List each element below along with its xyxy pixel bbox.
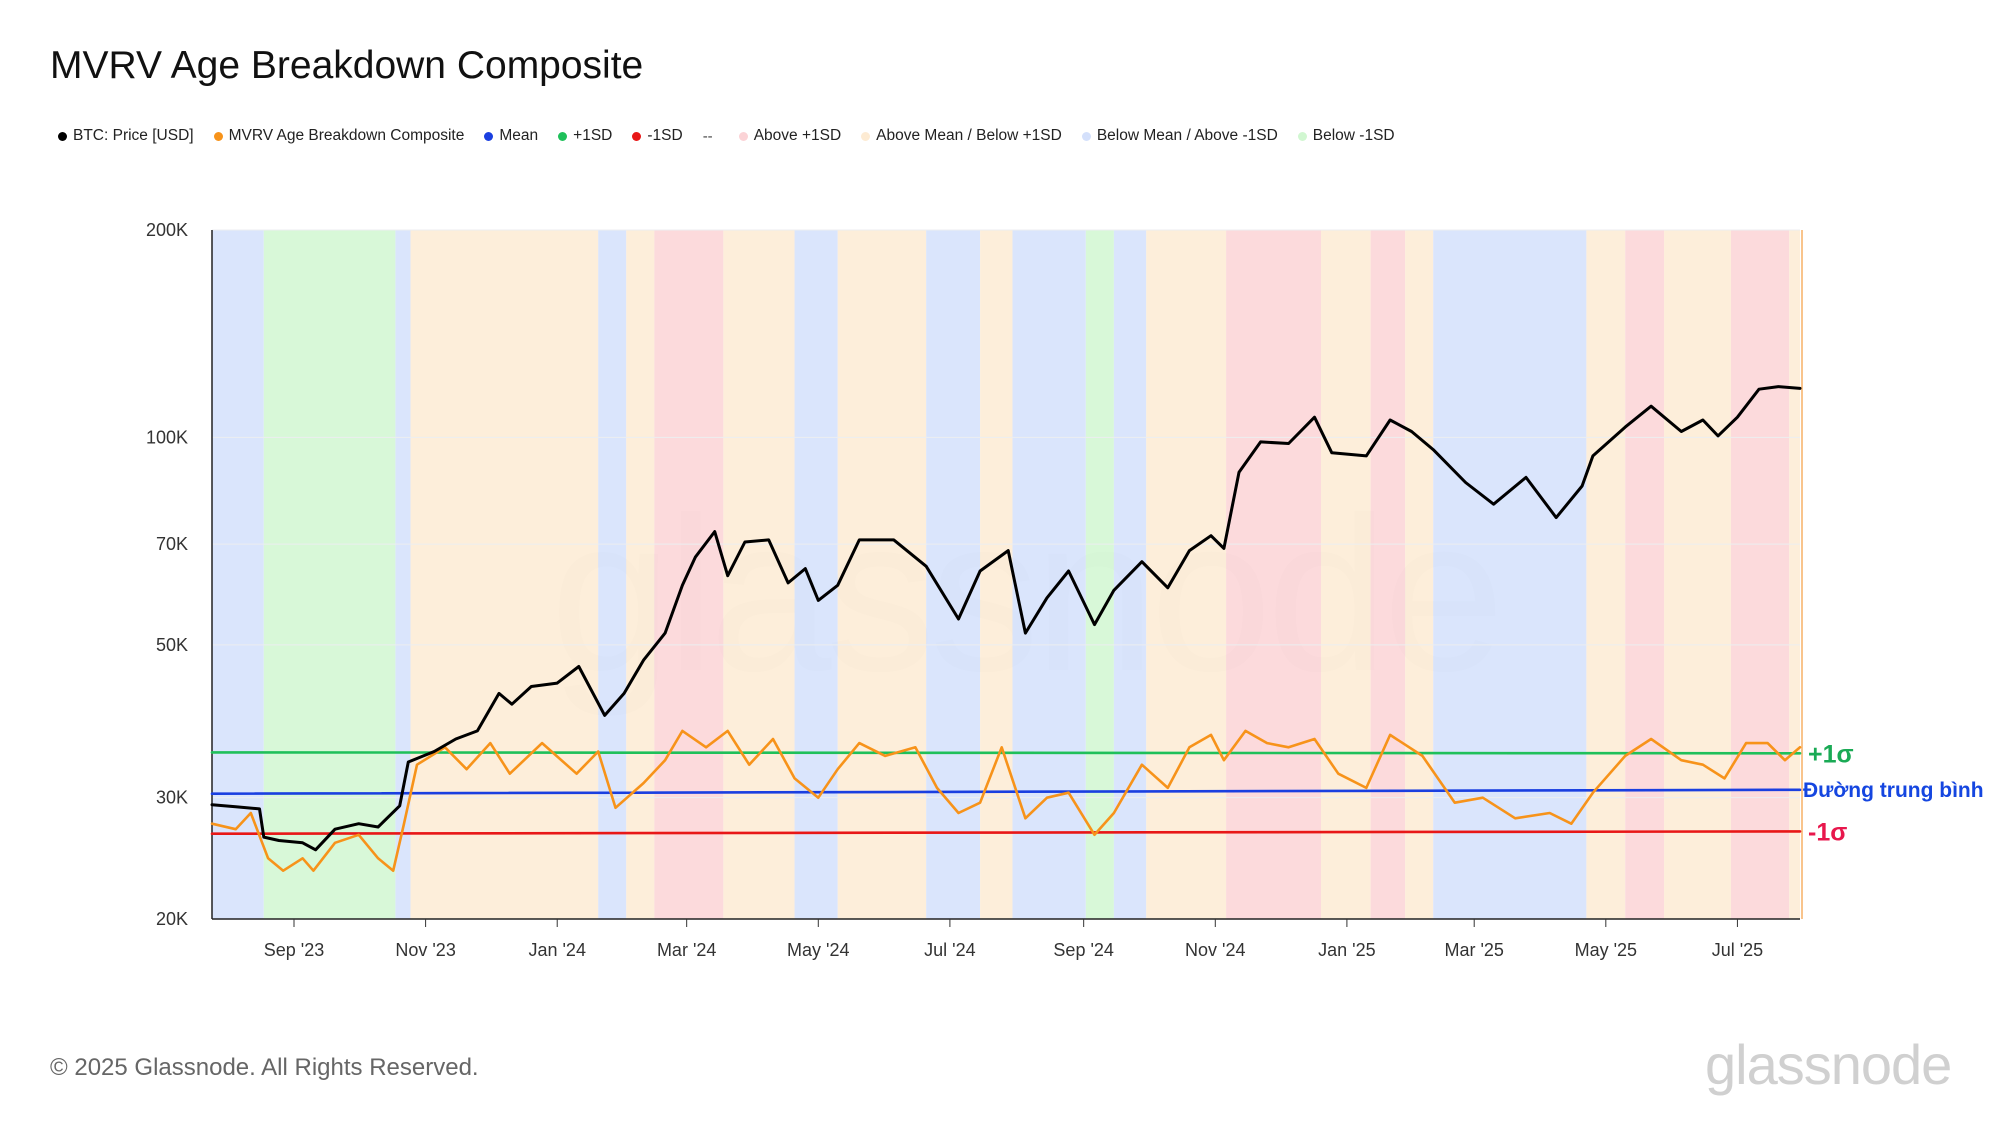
regime-band [1789, 230, 1800, 919]
legend-swatch [558, 131, 568, 141]
plus-sigma-label: +1σ [1808, 740, 1854, 768]
legend-item[interactable]: Above Mean / Below +1SD [861, 127, 1062, 145]
x-tick-label: Mar '25 [1444, 940, 1503, 960]
regime-band [1586, 230, 1626, 919]
brand-logo: glassnode [1705, 1033, 1952, 1096]
legend-swatch [1297, 131, 1307, 141]
legend-item[interactable]: +1SD [558, 127, 612, 145]
regime-band [410, 230, 599, 919]
legend-item[interactable]: Below Mean / Above -1SD [1081, 127, 1278, 145]
x-tick-label: Mar '24 [657, 940, 716, 960]
y-tick-label: 200K [146, 220, 188, 240]
y-tick-label: 20K [156, 909, 188, 929]
regime-band [794, 230, 838, 919]
legend-label: Below -1SD [1312, 127, 1395, 144]
legend-item[interactable]: Below -1SD [1297, 127, 1395, 145]
mean-label: Đường trung bình [1803, 779, 1984, 802]
legend-item[interactable]: MVRV Age Breakdown Composite [213, 127, 465, 145]
regime-band [263, 230, 396, 919]
legend-label: Above Mean / Below +1SD [876, 127, 1062, 144]
regime-band [626, 230, 655, 919]
legend-item[interactable]: Above +1SD [738, 127, 842, 145]
legend-item[interactable]: BTC: Price [USD] [58, 127, 194, 145]
y-tick-label: 70K [156, 534, 188, 554]
series-line--1sd [210, 751, 1802, 755]
legend-label: BTC: Price [USD] [73, 127, 194, 144]
legend-label: -1SD [647, 127, 683, 144]
x-tick-label: Jan '25 [1318, 940, 1375, 960]
legend-swatch [58, 131, 67, 141]
x-tick-label: Nov '23 [395, 940, 455, 960]
y-tick-label: 100K [146, 427, 188, 447]
x-tick-label: Nov '24 [1185, 940, 1245, 960]
regime-band [1405, 230, 1434, 919]
regime-band [980, 230, 1013, 919]
legend-item[interactable]: -1SD [632, 127, 683, 145]
regime-band [1664, 230, 1731, 919]
legend-item[interactable]: Mean [484, 127, 538, 145]
chart-legend: BTC: Price [USD] MVRV Age Breakdown Compo… [58, 127, 1415, 145]
regime-band [1433, 230, 1587, 919]
x-tick-label: Jul '25 [1712, 940, 1763, 960]
regime-band [1625, 230, 1665, 919]
legend-swatch [484, 131, 494, 141]
regime-band [1085, 230, 1114, 919]
series-line-btc-price-usd [210, 385, 1802, 852]
x-tick-label: Sep '23 [264, 940, 325, 960]
regime-band [212, 230, 264, 919]
legend-swatch [1081, 131, 1091, 141]
regime-band [1226, 230, 1322, 919]
legend-label: Above +1SD [753, 127, 842, 144]
chart-title: MVRV Age Breakdown Composite [50, 44, 644, 87]
series-line-mean [210, 788, 1802, 796]
regime-band [1146, 230, 1227, 919]
legend-label: Mean [499, 127, 539, 144]
series-line-mvrv-age-breakdown-composite [210, 729, 1802, 873]
legend-item[interactable]: -- [703, 128, 719, 145]
regime-band [837, 230, 927, 919]
regime-band [1730, 230, 1790, 919]
x-tick-label: Sep '24 [1053, 940, 1114, 960]
regime-band [598, 230, 627, 919]
legend-label: Below Mean / Above -1SD [1096, 127, 1278, 144]
y-tick-label: 50K [156, 635, 188, 655]
copyright-footer: © 2025 Glassnode. All Rights Reserved. [50, 1054, 479, 1081]
minus-sigma-label: -1σ [1808, 818, 1847, 846]
x-tick-label: May '25 [1575, 940, 1637, 960]
regime-band [926, 230, 981, 919]
x-tick-label: Jan '24 [528, 940, 585, 960]
legend-label: MVRV Age Breakdown Composite [228, 127, 465, 144]
x-tick-label: May '24 [787, 940, 849, 960]
series-line--1sd [210, 830, 1802, 836]
legend-dash-marker: -- [702, 127, 713, 145]
regime-band [395, 230, 411, 919]
regime-band [1012, 230, 1086, 919]
legend-swatch [213, 131, 223, 141]
legend-label: +1SD [573, 127, 613, 144]
regime-band [1321, 230, 1371, 919]
y-tick-label: 30K [156, 788, 188, 808]
x-tick-label: Jul '24 [924, 940, 975, 960]
legend-swatch [632, 131, 642, 141]
regime-band [1370, 230, 1406, 919]
legend-swatch [861, 131, 871, 141]
legend-swatch [738, 131, 748, 141]
